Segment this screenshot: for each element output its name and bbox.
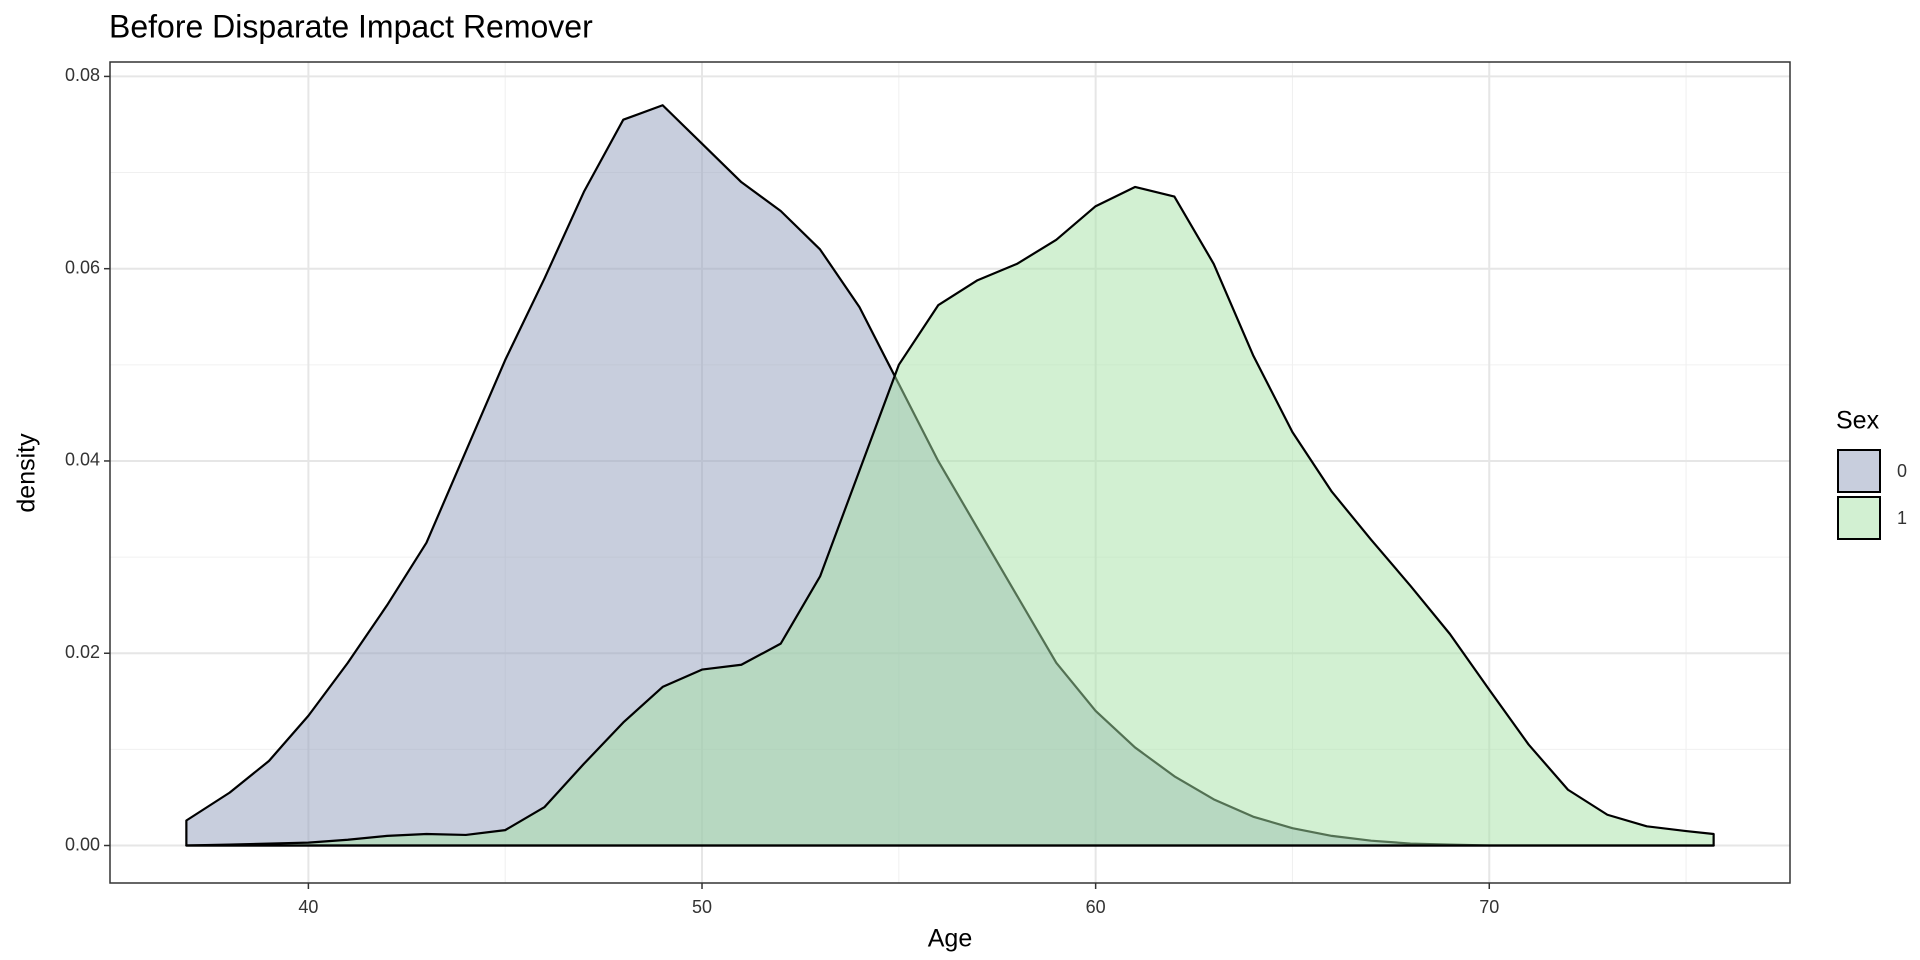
y-tick-label: 0.04 bbox=[65, 450, 100, 470]
legend-key bbox=[1837, 449, 1881, 493]
y-tick-label: 0.08 bbox=[65, 65, 100, 85]
y-tick-label: 0.00 bbox=[65, 834, 100, 854]
y-tick-label: 0.06 bbox=[65, 257, 100, 277]
x-tick-label: 50 bbox=[692, 897, 712, 917]
x-tick-label: 70 bbox=[1479, 897, 1499, 917]
panel-border bbox=[109, 61, 1791, 884]
legend-title: Sex bbox=[1836, 407, 1880, 435]
x-tick-label: 60 bbox=[1086, 897, 1106, 917]
chart-title: Before Disparate Impact Remover bbox=[109, 8, 593, 44]
y-tick-label: 0.02 bbox=[65, 642, 100, 662]
legend-label: 0 bbox=[1897, 461, 1907, 481]
x-tick-label: 40 bbox=[298, 897, 318, 917]
y-axis-label: density bbox=[13, 433, 41, 513]
legend-label: 1 bbox=[1897, 508, 1907, 528]
density-area bbox=[185, 185, 1715, 847]
legend-key bbox=[1837, 496, 1881, 540]
x-axis-label: Age bbox=[928, 925, 972, 953]
